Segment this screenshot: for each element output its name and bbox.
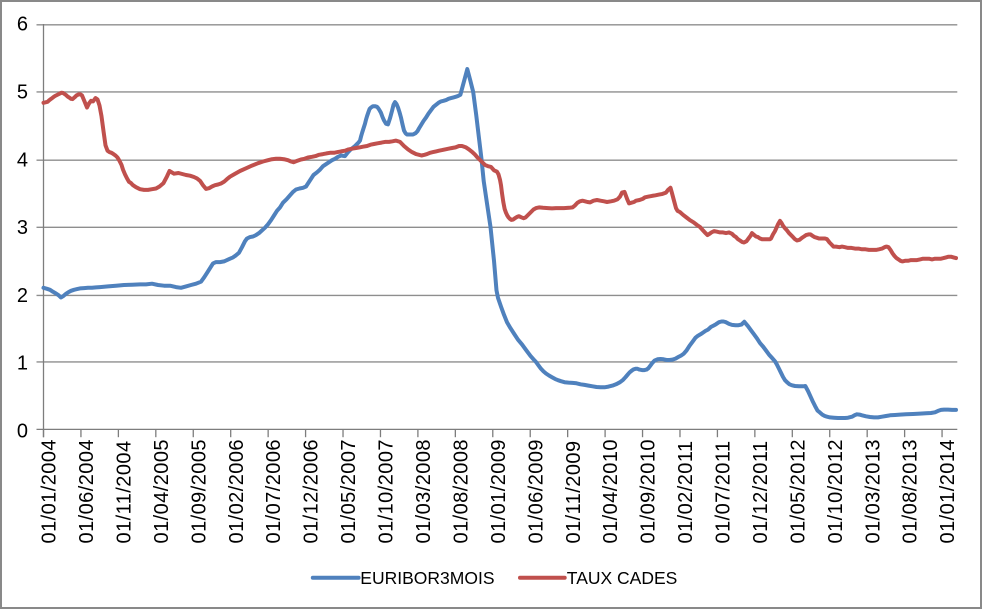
svg-text:01/05/2007: 01/05/2007 <box>338 439 360 544</box>
svg-text:6: 6 <box>17 14 28 36</box>
svg-text:01/07/2006: 01/07/2006 <box>263 439 285 544</box>
svg-text:01/02/2011: 01/02/2011 <box>675 440 697 543</box>
svg-text:01/12/2011: 01/12/2011 <box>750 440 772 543</box>
svg-text:01/09/2010: 01/09/2010 <box>638 439 660 544</box>
svg-text:01/10/2012: 01/10/2012 <box>825 439 847 544</box>
svg-text:01/01/2004: 01/01/2004 <box>39 439 61 544</box>
svg-text:01/06/2009: 01/06/2009 <box>525 439 547 544</box>
svg-text:01/03/2008: 01/03/2008 <box>413 439 435 544</box>
svg-text:01/01/2009: 01/01/2009 <box>488 439 510 544</box>
svg-text:01/01/2014: 01/01/2014 <box>937 439 959 544</box>
svg-text:1: 1 <box>17 353 28 375</box>
svg-text:01/11/2004: 01/11/2004 <box>114 440 136 543</box>
svg-text:01/04/2005: 01/04/2005 <box>151 439 173 544</box>
svg-text:5: 5 <box>17 82 28 104</box>
svg-text:3: 3 <box>17 217 28 239</box>
svg-text:01/02/2006: 01/02/2006 <box>226 439 248 544</box>
svg-text:01/04/2010: 01/04/2010 <box>600 439 622 544</box>
svg-text:01/08/2013: 01/08/2013 <box>900 439 922 544</box>
svg-text:0: 0 <box>17 421 28 443</box>
svg-text:TAUX CADES: TAUX CADES <box>567 568 678 588</box>
svg-text:01/05/2012: 01/05/2012 <box>787 439 809 544</box>
svg-text:01/07/2011: 01/07/2011 <box>713 440 735 543</box>
svg-text:01/03/2013: 01/03/2013 <box>862 439 884 544</box>
svg-text:01/12/2006: 01/12/2006 <box>301 439 323 544</box>
svg-text:2: 2 <box>17 285 28 307</box>
svg-text:01/08/2008: 01/08/2008 <box>450 439 472 544</box>
svg-text:01/09/2005: 01/09/2005 <box>188 439 210 544</box>
svg-text:01/11/2009: 01/11/2009 <box>563 440 585 543</box>
svg-text:01/10/2007: 01/10/2007 <box>376 439 398 544</box>
svg-text:4: 4 <box>17 149 28 171</box>
svg-text:EURIBOR3MOIS: EURIBOR3MOIS <box>360 568 494 588</box>
svg-text:01/06/2004: 01/06/2004 <box>76 439 98 544</box>
